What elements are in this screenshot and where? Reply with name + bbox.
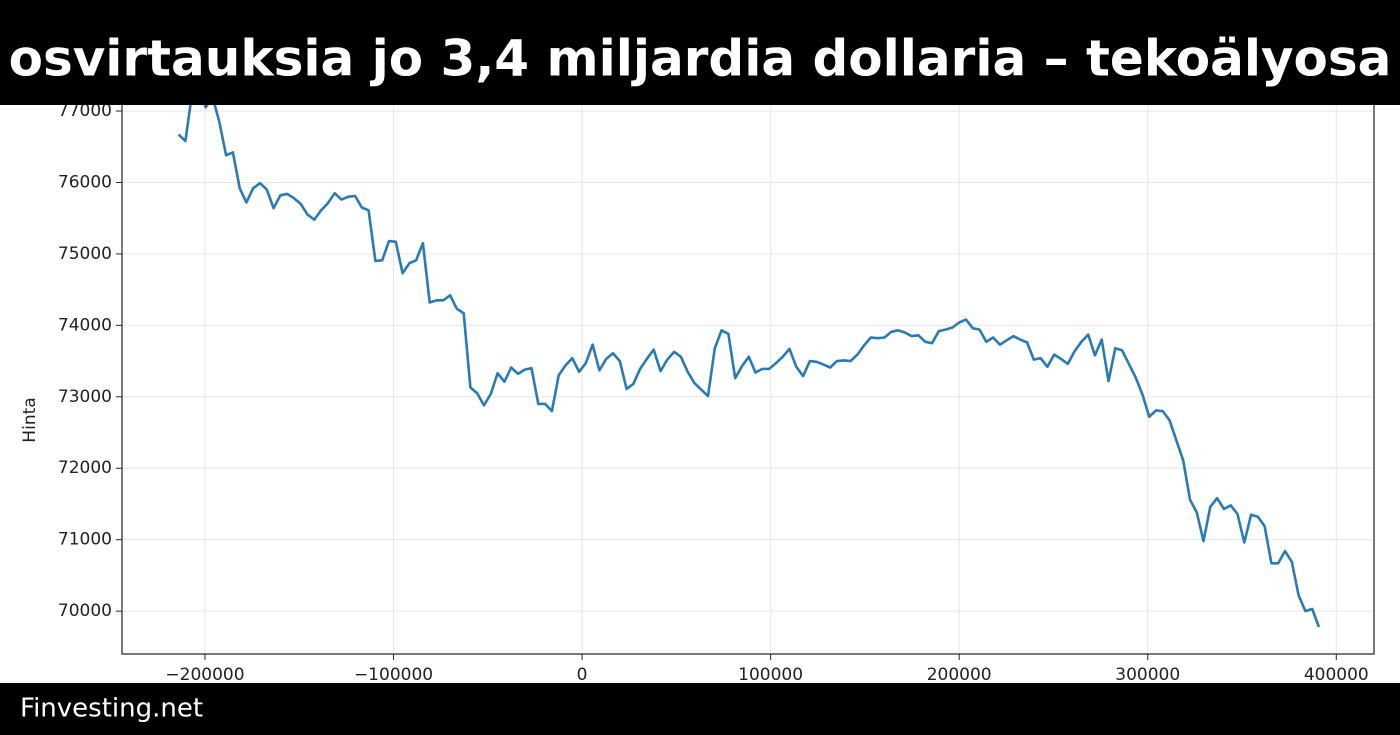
y-tick-label: 73000	[58, 387, 112, 407]
brand: Finvesting.net	[20, 694, 203, 724]
y-tick-label: 76000	[58, 172, 112, 192]
x-tick-label: −200000	[165, 665, 244, 685]
y-tick-label: 72000	[58, 458, 112, 478]
y-tick-label: 75000	[58, 244, 112, 264]
x-tick-label: −100000	[354, 665, 433, 685]
y-tick-label: 71000	[58, 530, 112, 550]
y-tick-label: 77000	[58, 101, 112, 121]
x-tick-label: 100000	[738, 665, 803, 685]
x-tick-label: 300000	[1115, 665, 1180, 685]
x-tick-label: 200000	[927, 665, 992, 685]
footer-bar	[0, 683, 1400, 735]
y-tick-label: 70000	[58, 601, 112, 621]
title: osvirtauksia jo 3,4 miljardia dollaria –…	[9, 30, 1392, 88]
y-axis-label: Hinta	[20, 397, 40, 442]
price-line	[177, 88, 1321, 628]
axes-frame	[121, 85, 1375, 655]
title-banner	[0, 0, 1400, 105]
y-tick-label: 74000	[58, 315, 112, 335]
x-tick-label: 0	[577, 665, 588, 685]
plot-area: 70000 71000 72000 73000 74000 75000 76000 77000…	[20, 85, 1375, 685]
x-tick-label: 400000	[1304, 665, 1369, 685]
